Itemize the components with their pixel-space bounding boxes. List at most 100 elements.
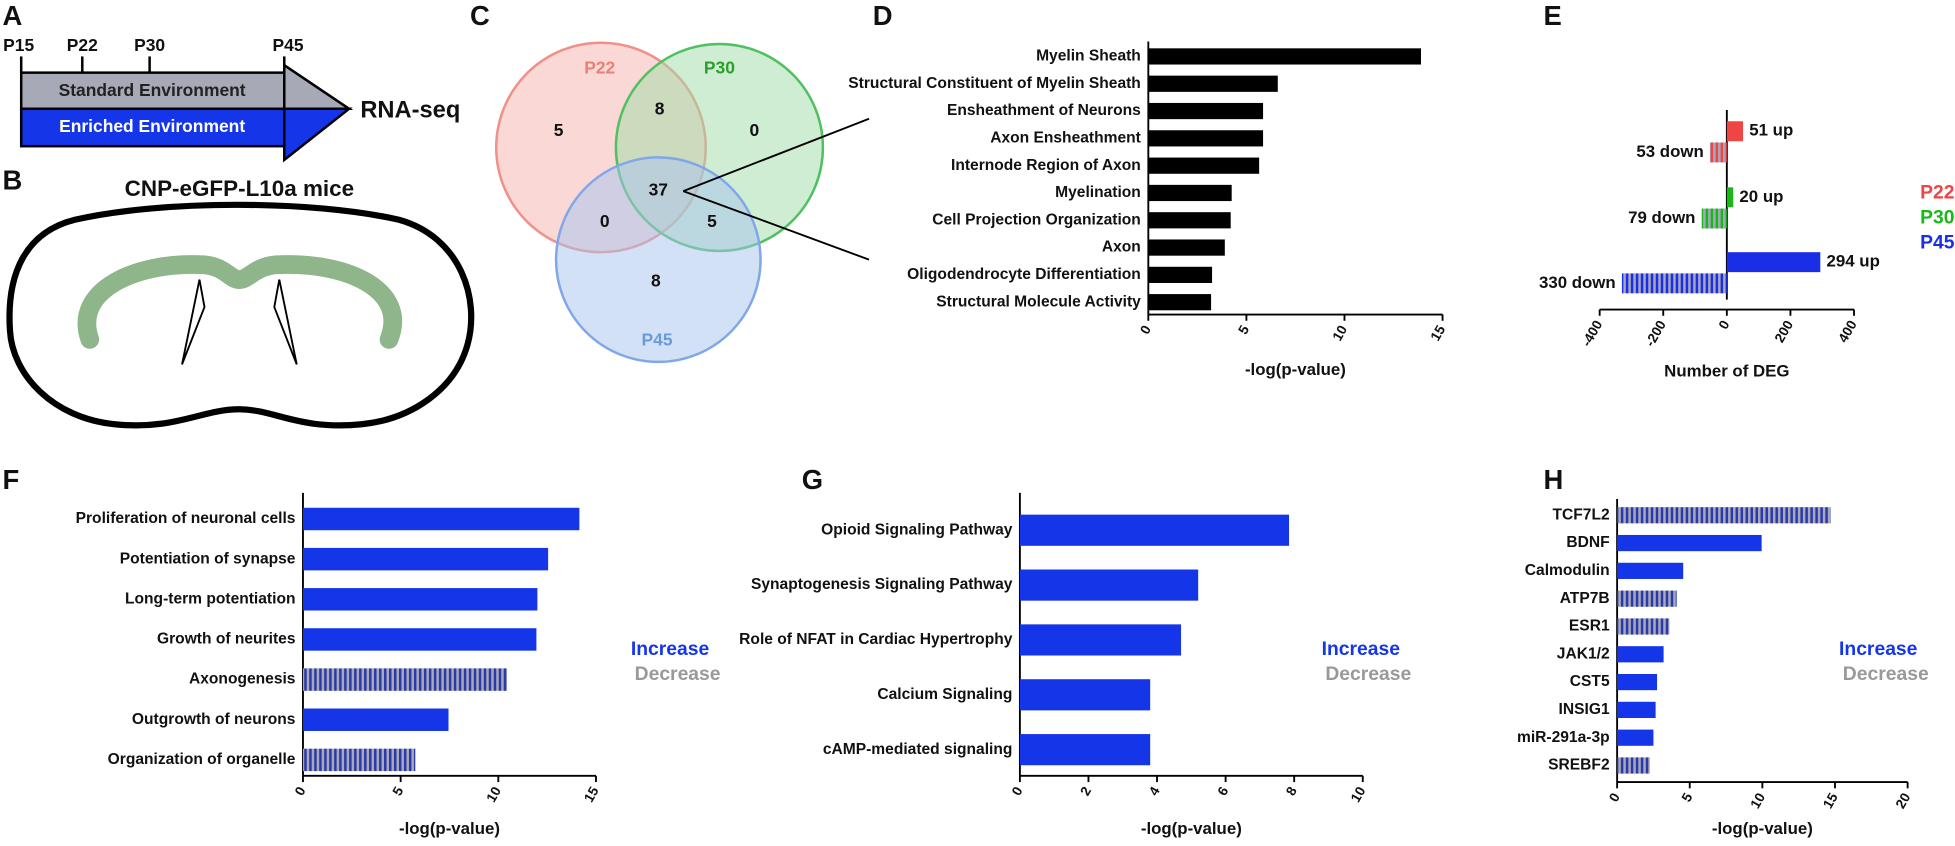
category-label: Organization of organelle xyxy=(108,751,296,768)
category-label: SREBF2 xyxy=(1548,757,1610,774)
standard-label: Standard Environment xyxy=(59,80,246,100)
x-tick-label: 4 xyxy=(1146,784,1163,798)
x-tick-label: 10 xyxy=(1747,790,1768,811)
bar xyxy=(1617,618,1670,635)
x-tick-label: 0 xyxy=(1716,317,1733,331)
bar xyxy=(1617,673,1658,691)
category-label: Calcium Signaling xyxy=(877,686,1012,703)
ventricle xyxy=(181,279,206,365)
venn-set: P45 xyxy=(642,329,673,349)
x-tick-label: 15 xyxy=(1428,322,1449,343)
category-label: Myelin Sheath xyxy=(1036,48,1141,65)
corpus-callosum xyxy=(77,255,403,349)
x-tick-label: 0 xyxy=(292,784,309,798)
legend-label: P30 xyxy=(1920,208,1954,229)
bar xyxy=(1709,142,1727,163)
bar xyxy=(1617,590,1677,607)
category-label: Synaptogenesis Signaling Pathway xyxy=(751,576,1013,593)
x-tick-label: 2 xyxy=(1077,784,1094,798)
x-tick-label: 15 xyxy=(581,784,602,805)
panel-letter: B xyxy=(2,165,22,196)
legend-label: Decrease xyxy=(1843,664,1929,685)
timeline-tick: P15 xyxy=(3,35,34,55)
ventricle xyxy=(273,279,298,365)
x-tick-label: -200 xyxy=(1642,318,1669,350)
category-label: Structural Constituent of Myelin Sheath xyxy=(848,75,1141,92)
x-axis-label: -log(p-value) xyxy=(399,819,500,838)
x-axis-label: -log(p-value) xyxy=(1712,819,1813,838)
panel-letter: C xyxy=(470,0,490,31)
venn-count: 0 xyxy=(749,120,759,140)
bar xyxy=(1148,212,1231,229)
category-label: miR-291a-3p xyxy=(1517,729,1610,746)
venn: P22 P30 P45 5 8 0 37 0 5 8 xyxy=(494,41,870,364)
venn-count: 8 xyxy=(655,99,665,119)
value-label: 20 up xyxy=(1739,187,1783,206)
bar xyxy=(1148,157,1260,174)
bar xyxy=(1019,679,1151,711)
timeline-tick: P45 xyxy=(272,35,303,55)
arrow-head xyxy=(283,62,354,111)
brain-title: CNP-eGFP-L10a mice xyxy=(125,176,354,201)
category-label: Axon Ensheathment xyxy=(990,129,1141,146)
x-tick-label: 10 xyxy=(483,784,504,805)
venn-set: P30 xyxy=(704,58,735,78)
legend-label: Decrease xyxy=(635,664,721,685)
category-label: Axonogenesis xyxy=(189,671,296,688)
bar xyxy=(1148,130,1264,147)
venn-count: 8 xyxy=(651,271,661,291)
category-label: CST5 xyxy=(1570,673,1610,690)
panel-letter: D xyxy=(873,0,893,31)
x-tick-label: 20 xyxy=(1893,790,1914,811)
bar xyxy=(302,708,449,731)
x-axis-label: -log(p-value) xyxy=(1141,819,1242,838)
x-tick-label: 200 xyxy=(1772,318,1797,346)
legend-label: P22 xyxy=(1920,183,1954,204)
category-label: Cell Projection Organization xyxy=(932,211,1141,228)
x-tick-label: 5 xyxy=(1679,790,1696,804)
category-label: cAMP-mediated signaling xyxy=(823,741,1013,758)
panel-letter: E xyxy=(1544,0,1562,31)
category-label: Role of NFAT in Cardiac Hypertrophy xyxy=(739,631,1013,648)
category-label: Long-term potentiation xyxy=(125,590,295,607)
bar xyxy=(302,507,580,531)
bar xyxy=(1701,208,1727,229)
category-label: Calmodulin xyxy=(1525,562,1610,579)
bar xyxy=(302,628,537,651)
bar xyxy=(1148,266,1213,283)
venn-count: 37 xyxy=(649,180,668,200)
category-label: ESR1 xyxy=(1569,618,1610,635)
timeline-tick: P22 xyxy=(67,35,98,55)
x-axis-label: -log(p-value) xyxy=(1245,360,1346,379)
brain: CNP-eGFP-L10a mice xyxy=(6,176,475,429)
value-label: 330 down xyxy=(1539,273,1616,292)
timeline-tick: P30 xyxy=(134,35,165,55)
bar xyxy=(1148,48,1421,65)
category-label: Potentiation of synapse xyxy=(120,550,296,567)
category-label: BDNF xyxy=(1566,534,1609,551)
x-tick-label: 0 xyxy=(1009,784,1026,798)
value-label: 294 up xyxy=(1827,252,1880,271)
bar xyxy=(302,668,508,691)
panel-letter: H xyxy=(1544,464,1564,495)
enriched-label: Enriched Environment xyxy=(59,116,245,136)
bar xyxy=(1726,187,1734,208)
bar xyxy=(1148,102,1264,120)
venn-count: 0 xyxy=(600,211,610,231)
bar xyxy=(1726,121,1744,142)
category-label: Opioid Signaling Pathway xyxy=(821,521,1013,538)
category-label: Myelination xyxy=(1055,184,1141,201)
x-tick-label: 5 xyxy=(1235,322,1252,336)
category-label: Outgrowth of neurons xyxy=(132,711,296,728)
category-label: Structural Molecule Activity xyxy=(936,293,1141,310)
bar xyxy=(1148,294,1212,311)
x-tick-label: 5 xyxy=(390,784,407,798)
bar xyxy=(1148,184,1232,202)
bar xyxy=(1019,734,1151,766)
bar xyxy=(1726,252,1821,273)
x-tick-label: 15 xyxy=(1820,790,1841,811)
bar xyxy=(1148,75,1278,92)
venn-circle xyxy=(554,156,762,364)
bar xyxy=(302,748,416,772)
bar xyxy=(302,547,549,571)
